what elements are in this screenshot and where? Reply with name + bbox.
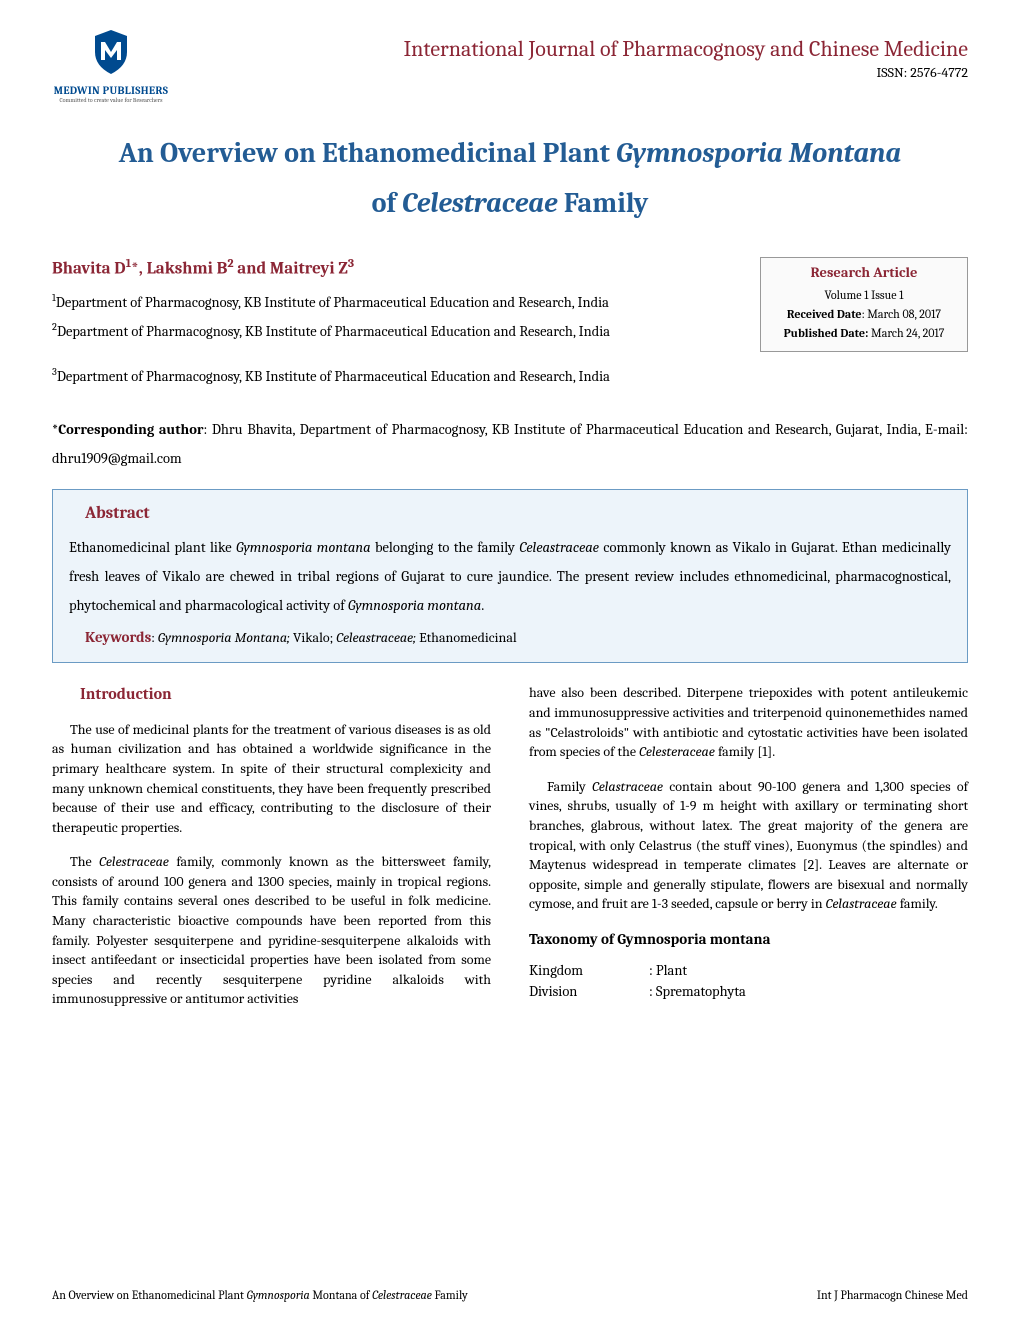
abstract-box: Abstract Ethanomedicinal plant like Gymn… <box>52 489 968 663</box>
publisher-name: MEDWIN PUBLISHERS <box>52 84 170 97</box>
footer-left: An Overview on Ethanomedicinal Plant Gym… <box>52 1288 468 1302</box>
journal-info: International Journal of Pharmacognosy a… <box>192 28 968 81</box>
article-info-box: Research Article Volume 1 Issue 1 Receiv… <box>760 257 968 353</box>
journal-title: International Journal of Pharmacognosy a… <box>192 36 968 62</box>
taxonomy-row: Kingdom : Plant <box>529 960 968 981</box>
authors-info-row: Bhavita D1*, Lakshmi B2 and Maitreyi Z3 … <box>52 257 968 353</box>
taxonomy-heading: Taxonomy of Gymnosporia montana <box>529 929 968 950</box>
affiliation: 3Department of Pharmacognosy, KB Institu… <box>52 362 968 391</box>
volume-issue: Volume 1 Issue 1 <box>769 286 959 305</box>
affiliation: 2Department of Pharmacognosy, KB Institu… <box>52 317 742 346</box>
keywords-row: Keywords: Gymnosporia Montana; Vikalo; C… <box>69 628 951 646</box>
page-footer: An Overview on Ethanomedicinal Plant Gym… <box>52 1288 968 1302</box>
article-type: Research Article <box>769 264 959 281</box>
footer-right: Int J Pharmacogn Chinese Med <box>817 1288 968 1302</box>
abstract-text: Ethanomedicinal plant like Gymnosporia m… <box>69 533 951 620</box>
issn: ISSN: 2576-4772 <box>192 64 968 81</box>
publisher-tagline: Committed to create value for Researcher… <box>52 97 170 104</box>
page-header: MEDWIN PUBLISHERS Committed to create va… <box>52 28 968 104</box>
affiliation-full: 3Department of Pharmacognosy, KB Institu… <box>52 362 968 391</box>
right-column: have also been described. Diterpene trie… <box>529 683 968 1024</box>
authors-block: Bhavita D1*, Lakshmi B2 and Maitreyi Z3 … <box>52 257 742 353</box>
received-date: Received Date: March 08, 2017 <box>769 305 959 324</box>
affiliations: 1Department of Pharmacognosy, KB Institu… <box>52 288 742 346</box>
keywords-text: : Gymnosporia Montana; Vikalo; Celeastra… <box>151 629 516 646</box>
abstract-heading: Abstract <box>85 504 951 523</box>
authors: Bhavita D1*, Lakshmi B2 and Maitreyi Z3 <box>52 257 742 279</box>
affiliation: 1Department of Pharmacognosy, KB Institu… <box>52 288 742 317</box>
taxonomy-row: Division : Sprematophyta <box>529 981 968 1002</box>
shield-icon <box>90 28 132 76</box>
introduction-heading: Introduction <box>80 683 491 705</box>
keywords-label: Keywords <box>85 628 151 646</box>
body-paragraph: The use of medicinal plants for the trea… <box>52 720 491 838</box>
body-paragraph: Family Celastraceae contain about 90-100… <box>529 777 968 914</box>
body-columns: Introduction The use of medicinal plants… <box>52 683 968 1024</box>
publisher-logo: MEDWIN PUBLISHERS Committed to create va… <box>52 28 170 104</box>
left-column: Introduction The use of medicinal plants… <box>52 683 491 1024</box>
article-title: An Overview on Ethanomedicinal Plant Gym… <box>52 128 968 229</box>
body-paragraph: have also been described. Diterpene trie… <box>529 683 968 761</box>
published-date: Published Date: March 24, 2017 <box>769 324 959 343</box>
body-paragraph: The Celestraceae family, commonly known … <box>52 852 491 1009</box>
corresponding-author: *Corresponding author: Dhru Bhavita, Dep… <box>52 415 968 473</box>
